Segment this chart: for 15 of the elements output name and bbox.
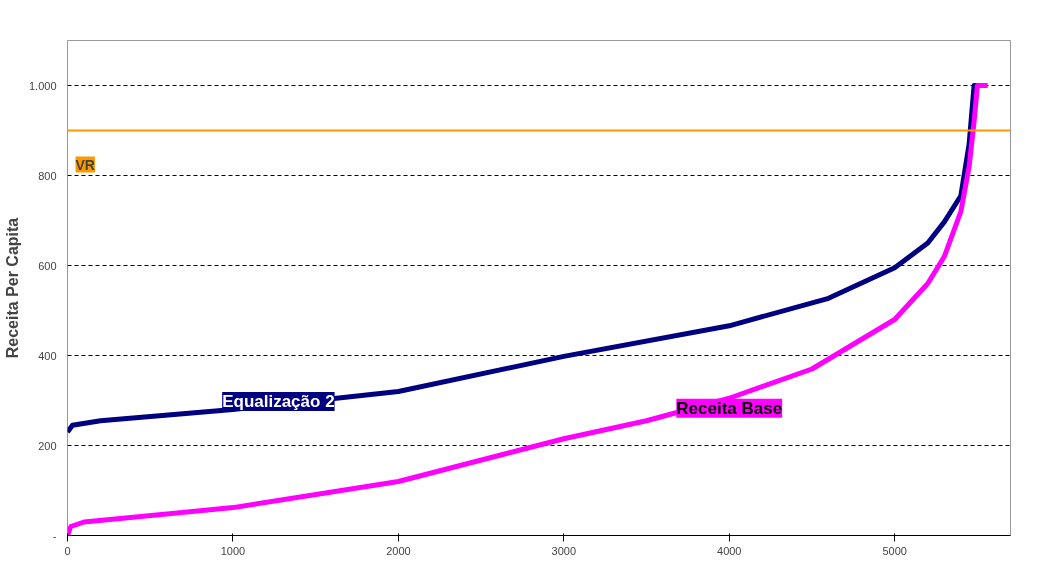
x-tick-label: 4000 [717, 544, 742, 557]
y-tick-label: 800 [38, 169, 57, 182]
y-axis-title: Receita Per Capita [3, 217, 21, 359]
x-tick-label: 0 [64, 544, 71, 557]
x-tick-label: 2000 [386, 544, 411, 557]
x-tick-label: 3000 [551, 544, 577, 557]
series-label: Equalização 2 [222, 392, 335, 411]
x-tick-label: 5000 [882, 544, 907, 557]
y-tick-label: 1.000 [28, 79, 57, 92]
y-tick-label: 200 [38, 439, 57, 452]
y-tick-label: 400 [38, 349, 57, 362]
x-tick-label: 1000 [220, 544, 246, 557]
y-tick-label: 600 [38, 259, 57, 272]
y-tick-label: - [52, 529, 57, 542]
series-label: Receita Base [676, 398, 783, 418]
